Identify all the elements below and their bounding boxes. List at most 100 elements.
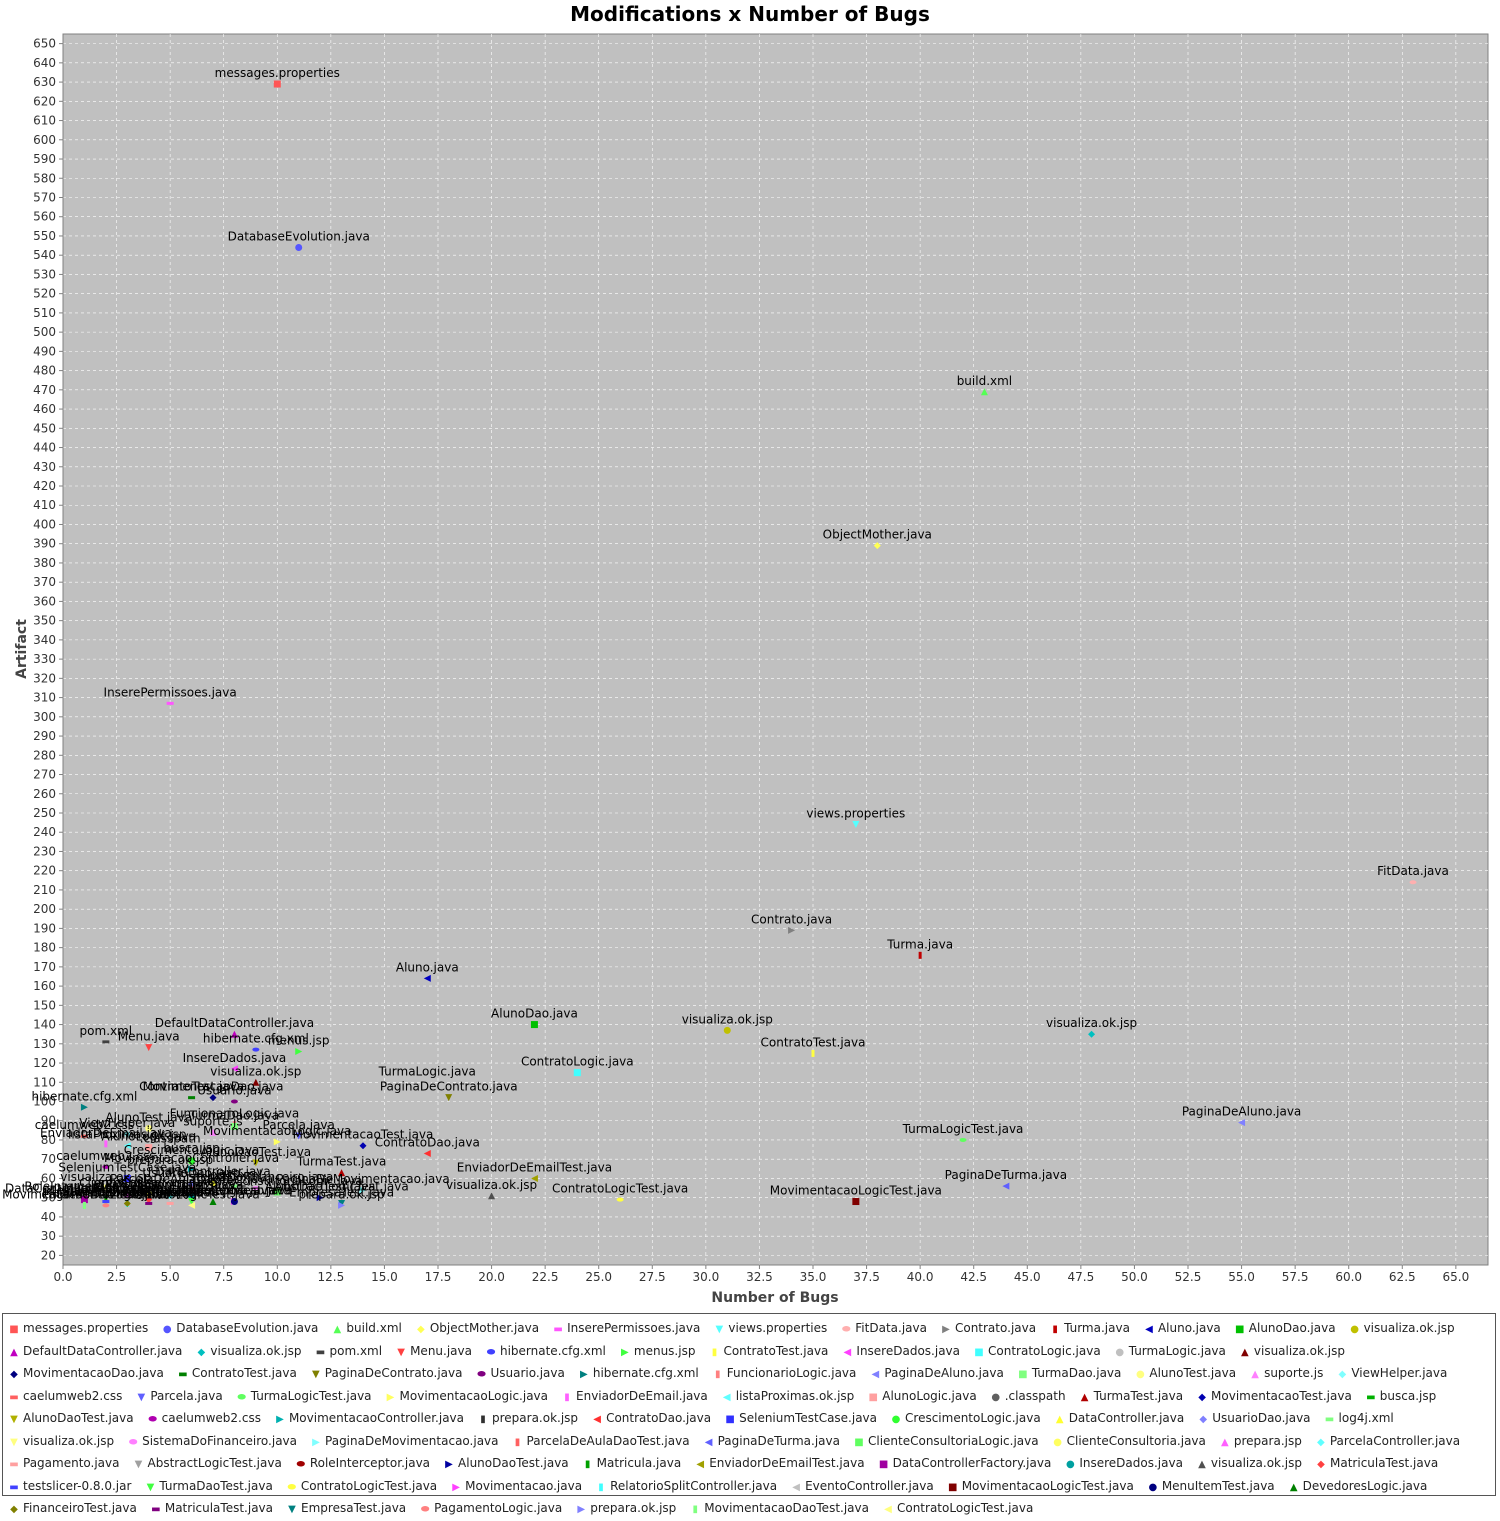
scatter-plot: 0.0 2.5 5.0 7.5 10.0 12.5 15.0 17.5 20.0 22.5 25.0…: [2, 33, 1489, 1306]
legend-label: InserePermissoes.java: [567, 1321, 701, 1335]
legend-label: caelumweb2.css: [23, 1388, 123, 1403]
legend-entry: ■ TurmaDao.java: [1018, 1363, 1121, 1386]
y-tick-label: 400: [33, 517, 56, 531]
legend-entry: ◆ MovimentacaoDao.java: [9, 1363, 164, 1386]
legend-label: testslicer-0.8.0.jar: [23, 1478, 132, 1493]
y-tick-label: 390: [33, 537, 56, 551]
data-point: [104, 1140, 108, 1148]
y-tick-label: 510: [33, 306, 56, 320]
data-point: [123, 1130, 131, 1138]
point-label: AlunoDaoTest.java: [265, 1180, 376, 1194]
data-point: [123, 1190, 131, 1198]
legend-label: ContratoLogic.java: [988, 1343, 1101, 1358]
legend-label: ContratoTest.java: [191, 1366, 297, 1380]
point-label: ContratoLogicTest.java: [123, 1187, 259, 1201]
y-tick-label: 140: [33, 1018, 56, 1032]
y-tick-label: 350: [33, 614, 56, 628]
data-point: [230, 1198, 238, 1206]
y-tick-label: 460: [33, 402, 56, 416]
data-point: [102, 1040, 110, 1044]
point-label: MovimentacaoLogic.java: [203, 1124, 351, 1138]
legend-entry: ▶ menus.jsp: [620, 1341, 695, 1364]
point-label: ObjectMother.java: [823, 528, 932, 542]
x-tick-label: 45.0: [1014, 1270, 1041, 1284]
legend-label: DefaultDataController.java: [23, 1343, 183, 1358]
y-tick-label: 340: [33, 633, 56, 647]
data-point: [104, 1196, 108, 1204]
legend-marker-icon: ◀: [843, 1346, 852, 1358]
y-tick-label: 250: [33, 806, 56, 820]
legend-entry: ▼ TurmaDaoTest.java: [145, 1476, 273, 1499]
legend-label: EventoController.java: [805, 1478, 934, 1493]
x-tick-label: 62.5: [1389, 1270, 1416, 1284]
legend-entry: ▮ Matricula.java: [583, 1453, 681, 1476]
legend-entry: ◀ PaginaDeTurma.java: [704, 1431, 840, 1454]
legend-marker-icon: ▮: [514, 1436, 521, 1448]
y-axis-label: Artifact: [14, 619, 30, 679]
data-point: [230, 1123, 238, 1131]
legend-entry: ■ ClienteConsultoriaLogic.java: [854, 1431, 1039, 1454]
legend-label: SistemaDoFinanceiro.java: [142, 1433, 298, 1448]
data-point: [190, 1186, 194, 1194]
data-point: [723, 1026, 731, 1034]
legend-entry: ■ ContratoLogic.java: [974, 1341, 1101, 1364]
legend-label: Turma.java: [1064, 1321, 1130, 1335]
point-label: TurmaTest.java: [296, 1155, 386, 1169]
legend-entry: ▲ visualiza.ok.jsp: [1240, 1341, 1345, 1364]
legend-entry: ◀ PaginaDeAluno.java: [870, 1363, 1004, 1386]
point-label: RelatorioSplitController.java: [44, 1185, 211, 1199]
legend-marker-icon: ▮: [584, 1459, 591, 1470]
data-point: [102, 1184, 110, 1192]
legend-entry: ▶ MovimentacaoLogic.java: [386, 1386, 548, 1409]
legend-label: Parcela.java: [150, 1388, 223, 1403]
x-tick-label: 55.0: [1228, 1270, 1255, 1284]
legend-label: MovimentacaoLogicTest.java: [961, 1478, 1134, 1493]
data-point: [188, 1201, 196, 1209]
legend-entry: ⬬ SistemaDoFinanceiro.java: [128, 1431, 297, 1454]
legend-entry: ● InsereDados.java: [1065, 1453, 1183, 1476]
legend-label: Contrato.java: [954, 1321, 1037, 1335]
point-label: build.xml: [957, 374, 1012, 388]
data-point: [230, 1030, 238, 1038]
y-tick-label: 220: [33, 864, 56, 878]
legend-marker-icon: ▬: [553, 1324, 563, 1335]
data-point: [273, 1138, 281, 1146]
legend-label: PagamentoLogic.java: [434, 1501, 563, 1515]
legend-entry: ▮ FuncionarioLogic.java: [713, 1363, 856, 1386]
legend-label: PaginaDeTurma.java: [717, 1433, 840, 1448]
legend-label: build.xml: [346, 1321, 402, 1335]
data-point: [166, 1146, 174, 1154]
point-label: ParcelaController.java: [105, 1178, 235, 1192]
legend-marker-icon: ◆: [1199, 1414, 1208, 1425]
legend-marker-icon: ▶: [621, 1346, 629, 1358]
y-tick-label: 500: [33, 325, 56, 339]
data-point: [423, 1078, 431, 1086]
legend-marker-icon: ▶: [577, 1504, 586, 1515]
legend-label: prepara.jsp: [1233, 1433, 1302, 1448]
data-point: [852, 821, 860, 829]
legend-entry: ▼ visualiza.ok.jsp: [9, 1431, 114, 1454]
point-label: ContratoTest.java: [761, 1035, 866, 1049]
point-label: MovimentacaoDaoTest.java: [2, 1187, 167, 1201]
data-point: [295, 244, 303, 252]
legend-marker-icon: ●: [991, 1391, 1001, 1403]
legend-entry: ▶ MovimentacaoController.java: [275, 1408, 464, 1431]
chart-title: Modifications x Number of Bugs: [570, 2, 930, 26]
data-point: [295, 1132, 303, 1140]
legend-label: DevedoresLogic.java: [1302, 1478, 1428, 1493]
data-point: [423, 1149, 431, 1157]
legend-marker-icon: ■: [1018, 1369, 1028, 1380]
point-label: MovimentacaoTest.java: [293, 1128, 434, 1142]
point-label: PaginaDeMovimentacao.java: [276, 1172, 450, 1186]
legend-label: ClienteConsultoriaLogic.java: [867, 1433, 1039, 1448]
legend-label: FinanceiroTest.java: [23, 1501, 137, 1515]
legend-label: TurmaDaoTest.java: [159, 1478, 273, 1493]
legend-label: suporte.js: [1264, 1366, 1324, 1380]
legend-marker-icon: ▬: [1366, 1391, 1376, 1403]
legend-entry: ▶ Movimentacao.java: [451, 1476, 582, 1499]
legend-label: Aluno.java: [1157, 1321, 1221, 1335]
data-point: [1088, 1030, 1096, 1038]
y-tick-label: 640: [33, 56, 56, 70]
y-tick-label: 80: [41, 1133, 56, 1147]
legend-label: AbstractLogicTest.java: [147, 1456, 282, 1470]
